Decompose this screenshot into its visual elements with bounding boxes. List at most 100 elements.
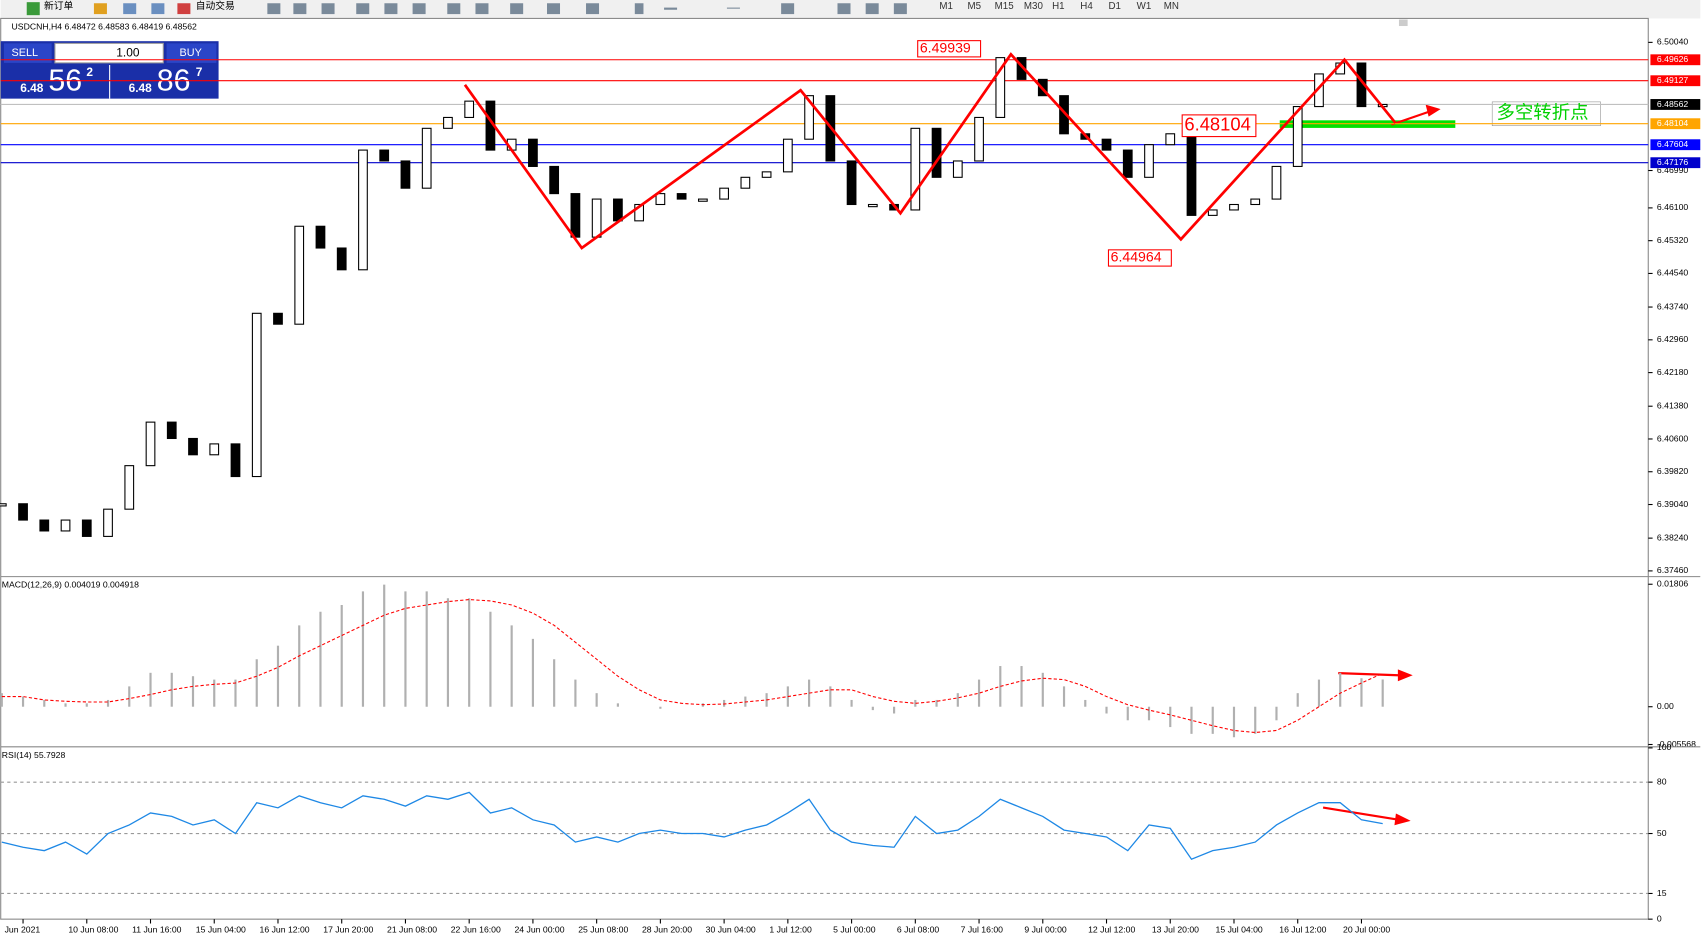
sell-label[interactable]: SELL xyxy=(12,47,39,59)
candle xyxy=(1059,95,1069,135)
candle xyxy=(676,193,687,200)
candle xyxy=(528,138,538,167)
timeframe[interactable]: W1 xyxy=(1137,1,1152,12)
price-tag-label: 6.48562 xyxy=(1657,99,1688,109)
toolbar-icon[interactable] xyxy=(384,3,398,15)
y-tick-label: 0.00 xyxy=(1657,701,1674,711)
candle xyxy=(591,198,602,238)
buy-button[interactable] xyxy=(166,43,217,63)
chart-title: RSI(14) 55.7928 xyxy=(2,750,66,760)
auto-trading[interactable]: 自动交易 xyxy=(196,0,235,12)
lot-value[interactable]: 1.00 xyxy=(116,45,140,59)
toolbar-icon[interactable] xyxy=(321,3,335,15)
candle xyxy=(1101,138,1112,151)
toolbar-icon[interactable] xyxy=(93,3,107,15)
new-order[interactable]: 新订单 xyxy=(44,0,73,12)
sell-button[interactable] xyxy=(3,43,52,63)
candle xyxy=(740,176,751,189)
toolbar-icon[interactable] xyxy=(865,3,879,15)
candle xyxy=(761,171,772,178)
candle xyxy=(251,312,262,478)
y-tick-label: 80 xyxy=(1657,776,1667,786)
level-tag xyxy=(1650,157,1701,169)
signal-line xyxy=(1,599,1383,734)
annotation: 多空转折点 xyxy=(1497,102,1589,123)
lot-field[interactable] xyxy=(54,42,164,64)
zigzag xyxy=(463,52,1397,250)
candle xyxy=(697,198,708,202)
x-tick-label: 15 Jul 04:00 xyxy=(1216,924,1263,934)
timeframe[interactable]: H1 xyxy=(1052,1,1064,12)
candle xyxy=(166,421,177,440)
buy-label[interactable]: BUY xyxy=(180,47,202,59)
toolbar-icon[interactable] xyxy=(356,3,370,15)
candle xyxy=(421,127,432,189)
candle xyxy=(952,160,963,178)
candle xyxy=(804,95,814,140)
timeframe[interactable]: M30 xyxy=(1024,1,1044,12)
toolbar-icon[interactable] xyxy=(510,3,524,15)
arrowhead xyxy=(1425,104,1441,117)
toolbar-icon[interactable] xyxy=(123,3,137,15)
y-tick-label: 6.50040 xyxy=(1657,37,1688,47)
candle xyxy=(209,443,220,456)
y-tick-label: 0 xyxy=(1657,913,1662,923)
toolbar-icons xyxy=(267,3,907,15)
timeframe[interactable]: M1 xyxy=(939,1,953,12)
timeframe[interactable]: M5 xyxy=(968,1,982,12)
timeframe[interactable]: D1 xyxy=(1108,1,1120,12)
toolbar-icon[interactable] xyxy=(634,3,644,15)
toolbar-icon[interactable] xyxy=(475,3,489,15)
toolbar-icon[interactable] xyxy=(664,7,678,10)
new-order-icon[interactable] xyxy=(26,2,40,16)
candle xyxy=(1314,73,1324,108)
toolbar-icon[interactable] xyxy=(893,3,907,15)
chart-title: MACD(12,26,9) 0.004019 0.004918 xyxy=(2,580,139,590)
toolbar-icon[interactable] xyxy=(412,3,426,15)
candle xyxy=(1271,165,1282,200)
candle xyxy=(1186,133,1197,216)
timeframe[interactable]: H4 xyxy=(1080,1,1093,12)
annotation-box xyxy=(1181,114,1257,138)
chart-frame xyxy=(0,17,1649,920)
candle xyxy=(910,127,921,211)
toolbar-icon[interactable] xyxy=(267,3,281,15)
trade-panel: SELL 1.00 BUY 6.48 56 2 6.48 86 7 xyxy=(0,41,219,99)
annotation: 6.49939 xyxy=(920,39,971,55)
toolbar-icon[interactable] xyxy=(586,3,600,15)
toolbar-icon[interactable] xyxy=(151,3,165,15)
auto-trading-icon[interactable] xyxy=(177,3,191,15)
toolbar-icon[interactable] xyxy=(447,3,461,15)
candle xyxy=(294,225,305,325)
level-tag-label: 6.47176 xyxy=(1657,157,1688,167)
candle xyxy=(188,437,198,456)
candle xyxy=(273,312,283,325)
x-tick-label: 1 Jul 12:00 xyxy=(769,924,812,934)
y-tick-label: 6.38240 xyxy=(1657,532,1688,542)
candle xyxy=(995,57,1006,118)
candle xyxy=(570,193,581,238)
bid-sup: 2 xyxy=(86,65,93,79)
candle xyxy=(1122,149,1133,178)
toolbar-icon[interactable] xyxy=(293,3,307,15)
candle xyxy=(931,127,942,178)
y-tick-label: 6.44540 xyxy=(1657,268,1688,278)
level-tag xyxy=(1650,139,1701,151)
candle xyxy=(464,100,475,118)
toolbar-icon[interactable] xyxy=(726,7,740,9)
candle xyxy=(103,508,113,537)
timeframe[interactable]: MN xyxy=(1164,1,1179,12)
x-tick-label: 28 Jun 20:00 xyxy=(642,924,692,934)
toolbar-icon[interactable] xyxy=(781,3,795,15)
timeframe[interactable]: M15 xyxy=(995,1,1015,12)
x-tick-label: 20 Jul 00:00 xyxy=(1343,924,1390,934)
candle xyxy=(1207,209,1218,216)
arrow xyxy=(1391,110,1430,126)
toolbar-icon[interactable] xyxy=(837,3,851,15)
toolbar-icon[interactable] xyxy=(547,3,561,15)
annotation-box xyxy=(917,40,982,58)
level-tag xyxy=(1650,118,1701,130)
ask-sup: 7 xyxy=(196,65,203,79)
price-tag xyxy=(1650,99,1701,110)
